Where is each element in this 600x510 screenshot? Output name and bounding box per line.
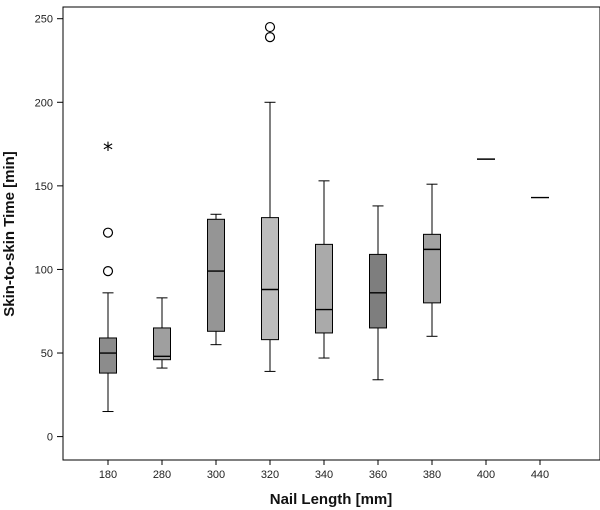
box-rect-340 xyxy=(315,243,333,334)
box-320 xyxy=(261,21,279,372)
outlier-180-1 xyxy=(102,227,114,238)
x-tick-label-300: 300 xyxy=(207,469,225,481)
x-tick-label-440: 440 xyxy=(531,469,549,481)
box-series: * xyxy=(99,21,549,413)
box-280 xyxy=(153,297,171,369)
box-rect-280 xyxy=(153,327,171,361)
y-axis-title: Skin-to-skin Time [min] xyxy=(1,151,18,317)
box-300 xyxy=(207,213,225,346)
x-tick-label-320: 320 xyxy=(261,469,279,481)
x-axis: 180 280 300 320 340 360 380 400 440 xyxy=(99,460,549,481)
y-tick-label-0: 0 xyxy=(47,432,53,444)
y-axis: 0 50 100 150 200 250 xyxy=(35,14,63,444)
box-rect-360 xyxy=(369,253,387,329)
y-tick-label-150: 150 xyxy=(35,181,53,193)
x-tick-label-180: 180 xyxy=(99,469,117,481)
extreme-180-0: * xyxy=(103,138,113,162)
x-tick-label-400: 400 xyxy=(477,469,495,481)
outlier-320-0 xyxy=(264,31,276,43)
plot-frame xyxy=(62,6,600,461)
box-rect-380 xyxy=(423,233,441,304)
box-rect-180 xyxy=(99,337,117,374)
outlier-320-1 xyxy=(264,21,276,33)
y-tick-label-100: 100 xyxy=(35,264,53,276)
box-rect-300 xyxy=(207,218,225,332)
x-tick-label-280: 280 xyxy=(153,469,171,481)
x-tick-label-340: 340 xyxy=(315,469,333,481)
outlier-180-0 xyxy=(102,266,114,277)
x-axis-title: Nail Length [mm] xyxy=(270,491,393,508)
x-tick-label-360: 360 xyxy=(369,469,387,481)
box-380 xyxy=(423,183,441,337)
box-340 xyxy=(315,180,333,359)
y-tick-label-50: 50 xyxy=(41,348,53,360)
box-rect-320 xyxy=(261,217,279,341)
y-tick-label-250: 250 xyxy=(35,14,53,26)
x-tick-label-380: 380 xyxy=(423,469,441,481)
box-180: * xyxy=(99,138,117,413)
y-tick-label-200: 200 xyxy=(35,97,53,109)
box-360 xyxy=(369,205,387,381)
